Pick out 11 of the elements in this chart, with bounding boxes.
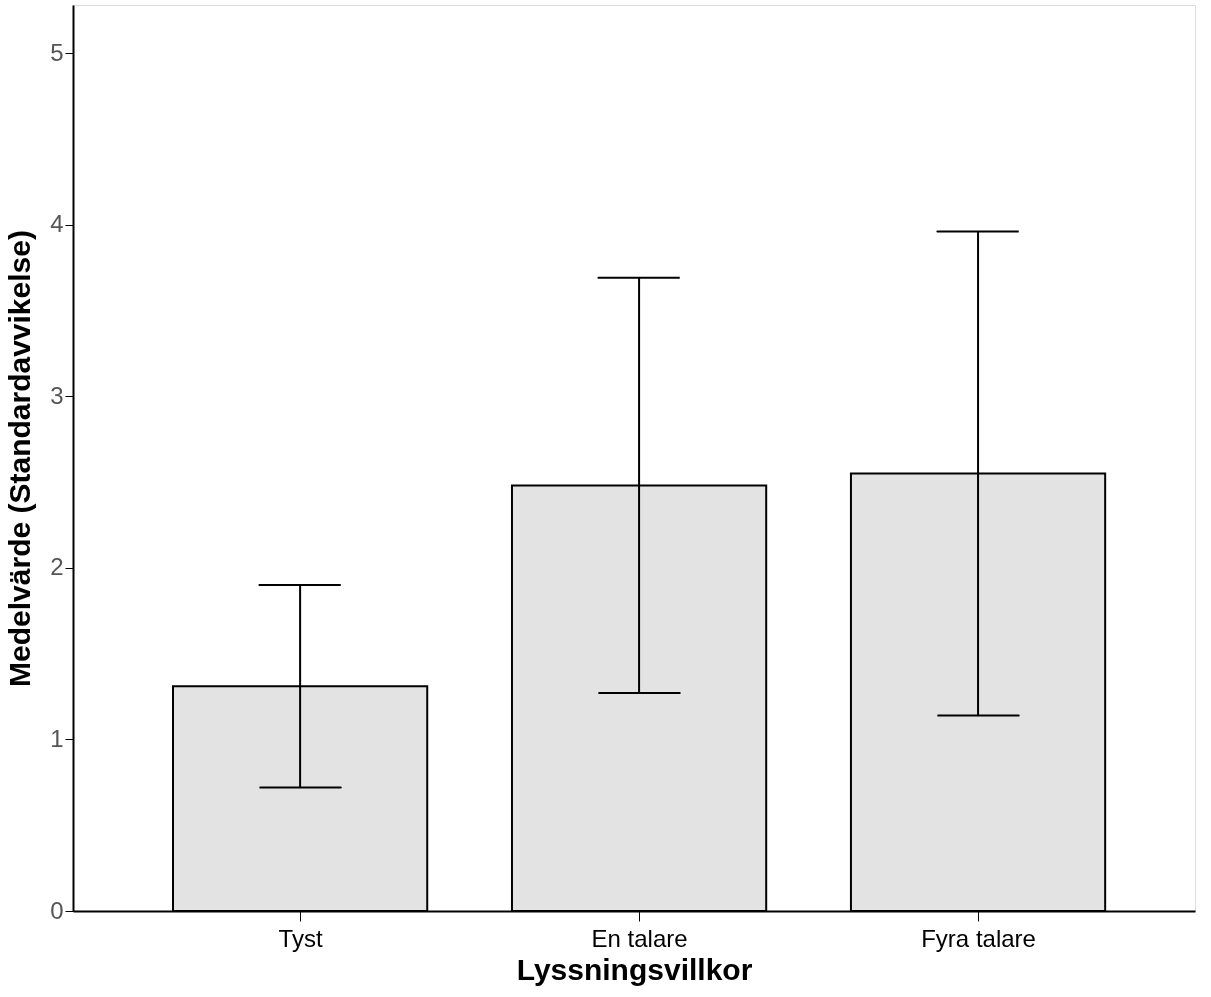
y-axis-title: Medelvärde (Standardavvikelse)	[3, 230, 37, 687]
x-tick-label: Tyst	[278, 924, 323, 952]
y-tick-label: 2	[50, 553, 64, 581]
y-tick-label: 5	[50, 38, 64, 66]
x-axis-title: Lyssningsvillkor	[516, 952, 753, 986]
y-tick-label: 3	[50, 381, 64, 409]
x-tick-label: En talare	[591, 924, 688, 952]
y-tick-label: 4	[50, 210, 64, 238]
y-tick-label: 0	[50, 896, 64, 924]
y-tick-label: 1	[50, 724, 64, 752]
x-tick-label: Fyra talare	[921, 924, 1036, 952]
